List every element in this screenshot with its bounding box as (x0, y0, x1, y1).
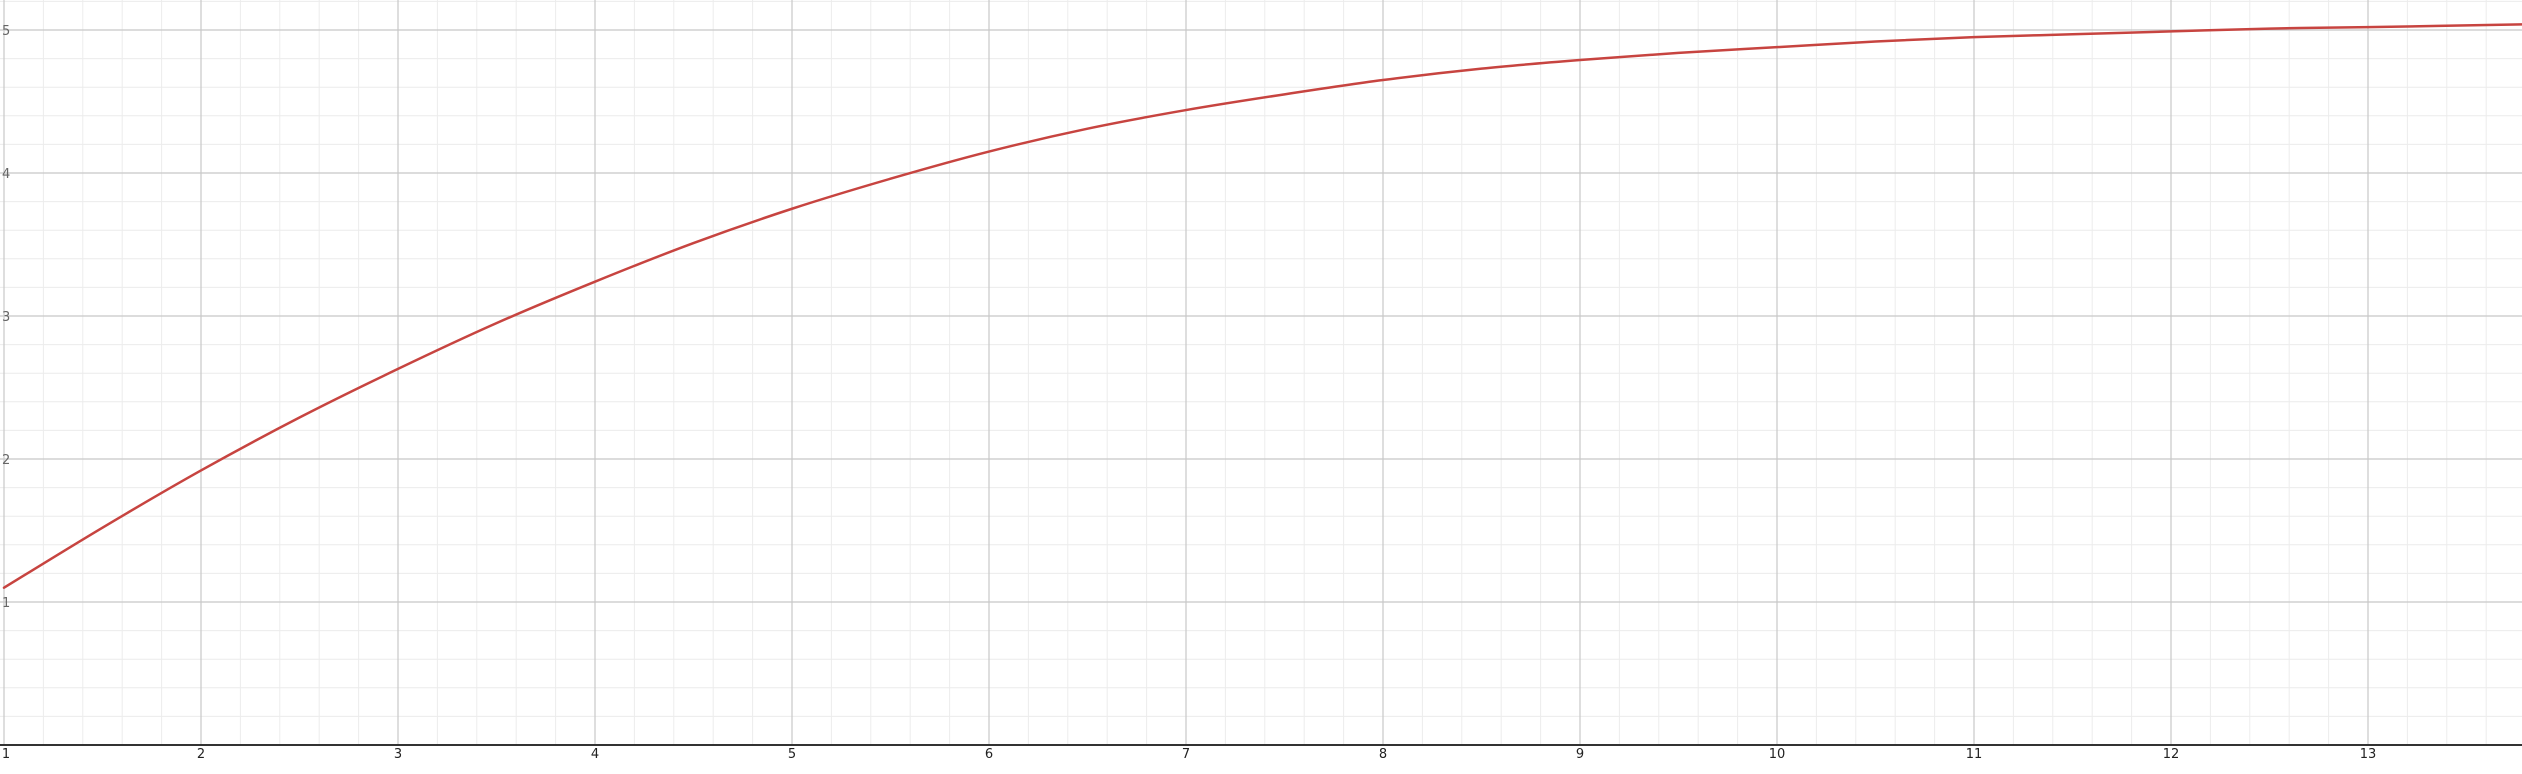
series-line-0[interactable] (2, 23, 2522, 589)
x-tick-label: 11 (1966, 747, 1983, 762)
major-grid (0, 0, 2522, 745)
x-tick-label: 9 (1576, 747, 1584, 762)
x-tick-label: 13 (2360, 747, 2377, 762)
x-tick-label: 12 (2163, 747, 2180, 762)
x-tick-label: 1 (2, 747, 10, 762)
x-tick-label: 7 (1182, 747, 1190, 762)
y-tick-label: 1 (2, 596, 10, 611)
x-tick-label: 4 (591, 747, 599, 762)
y-tick-label: 5 (2, 24, 10, 39)
x-tick-label: 3 (394, 747, 402, 762)
y-tick-label: 3 (2, 310, 10, 325)
series-layer (2, 23, 2522, 589)
x-tick-label: 10 (1769, 747, 1786, 762)
x-tick-label: 2 (197, 747, 205, 762)
y-tick-label: 2 (2, 453, 10, 468)
minor-grid (0, 0, 2522, 746)
x-tick-label: 6 (985, 747, 993, 762)
y-tick-labels: 1 2 3 4 5 (2, 24, 10, 611)
y-tick-label: 4 (2, 167, 10, 182)
x-tick-labels: 1 2 3 4 5 6 7 8 9 10 11 12 13 (2, 747, 2376, 762)
x-tick-label: 8 (1379, 747, 1387, 762)
x-tick-label: 5 (788, 747, 796, 762)
